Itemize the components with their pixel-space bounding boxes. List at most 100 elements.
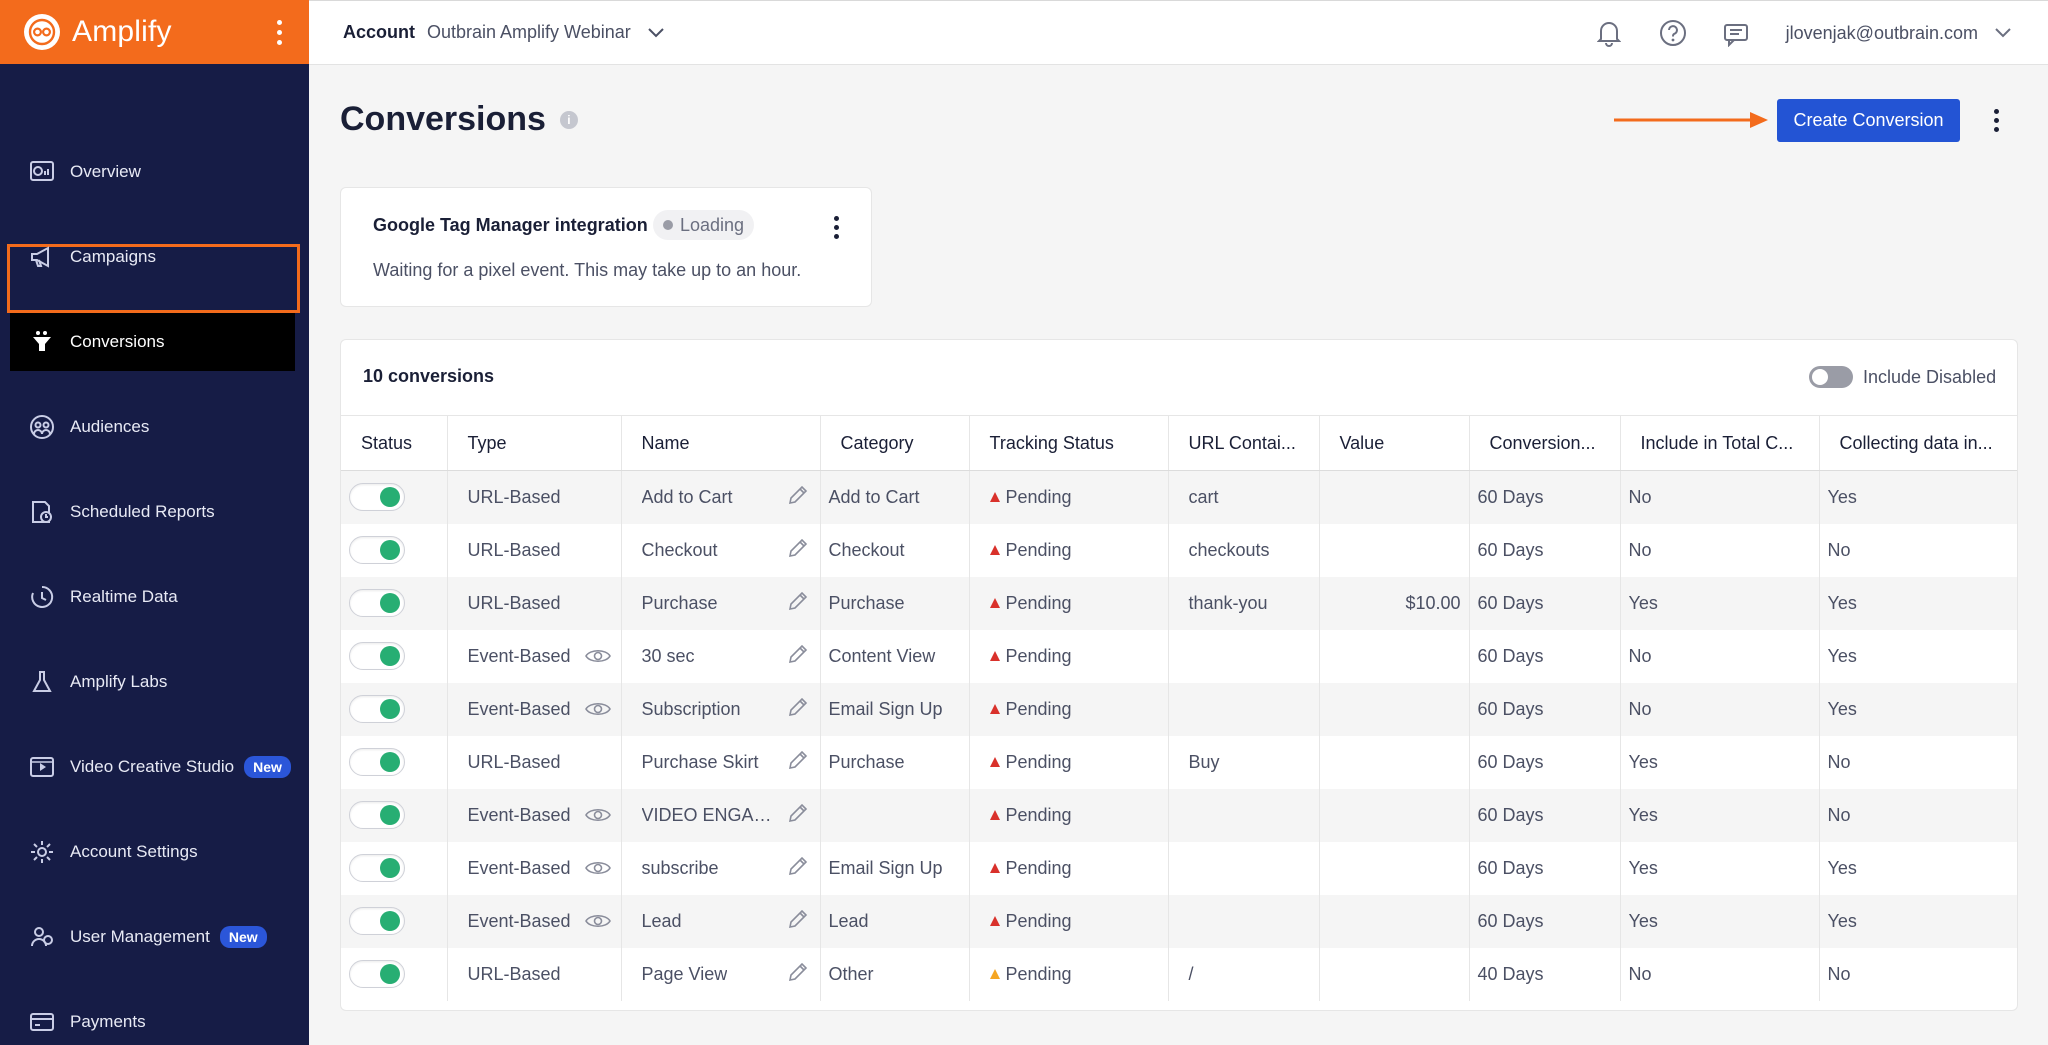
conversion-name[interactable]: Checkout [641,539,718,560]
type-label: URL-Based [467,592,561,613]
help-icon[interactable] [1658,18,1688,48]
eye-icon[interactable] [584,806,611,824]
name-cell: Page View [621,947,821,1001]
app-menu-icon[interactable] [269,17,289,47]
pencil-icon[interactable] [786,960,810,989]
sidebar-item-user-management[interactable]: User Management New [10,908,295,966]
status-toggle[interactable] [349,960,405,988]
column-header[interactable]: Value [1319,415,1470,471]
column-header[interactable]: Tracking Status [969,415,1169,471]
table-row[interactable]: Event-Based subscribe Email Sign Up Pending… [341,841,2017,895]
column-header[interactable]: Include in Total C... [1620,415,1820,471]
info-icon[interactable]: i [559,110,578,129]
status-toggle[interactable] [349,695,405,723]
table-row[interactable]: URL-Based Page View Other Pending/40 Days No… [341,947,2017,1001]
tracking-status-cell: Pending [969,576,1169,630]
sidebar-item-realtime-data[interactable]: Realtime Data [10,568,295,626]
eye-icon[interactable] [584,859,611,877]
status-toggle[interactable] [349,854,405,882]
column-header[interactable]: URL Contai... [1168,415,1320,471]
include-disabled-label: Include Disabled [1863,366,1997,387]
chevron-down-icon[interactable] [1994,22,2016,44]
conversion-name[interactable]: 30 sec [641,645,695,666]
table-row[interactable]: Event-Based Lead Lead Pending 60 Days Yes Yes [341,894,2017,948]
status-cell [341,629,448,683]
bell-icon[interactable] [1594,18,1624,48]
table-row[interactable]: Event-Based Subscription Email Sign Up Pend… [341,682,2017,736]
video-icon [28,753,56,781]
conversion-name[interactable]: Add to Cart [641,486,733,507]
name-cell: Subscription [621,682,821,736]
value-cell [1319,788,1470,842]
pencil-icon[interactable] [786,748,810,777]
status-toggle[interactable] [349,483,405,512]
amplify-logo-icon[interactable] [24,14,60,50]
eye-icon[interactable] [584,912,611,930]
table-row[interactable]: URL-Based Purchase Skirt Purchase Pending Bu… [341,735,2017,789]
sidebar-item-payments[interactable]: Payments [10,993,295,1045]
conversion-name[interactable]: subscribe [641,857,719,878]
include-in-total-cell: No [1620,523,1820,577]
status-toggle[interactable] [349,642,405,670]
pencil-icon[interactable] [786,483,810,512]
pencil-icon[interactable] [786,907,810,936]
table-row[interactable]: Event-Based 30 sec Content View Pending 60 D… [341,629,2017,683]
eye-icon[interactable] [584,700,611,718]
conversion-name[interactable]: Page View [641,963,728,984]
column-header[interactable]: Type [447,415,622,471]
pencil-icon[interactable] [786,536,810,565]
sidebar-item-overview[interactable]: Overview [10,143,295,201]
conversion-name[interactable]: Purchase [641,592,718,613]
sidebar-item-audiences[interactable]: Audiences [10,398,295,456]
table-row[interactable]: URL-Based Checkout Checkout Pending checkout… [341,523,2017,577]
create-conversion-button[interactable]: Create Conversion [1777,99,1960,142]
include-in-total-cell: Yes [1620,788,1820,842]
chat-icon[interactable] [1722,18,1752,48]
more-options-icon[interactable] [1991,106,2001,134]
type-label: URL-Based [467,963,561,984]
conversion-name[interactable]: Purchase Skirt [641,751,759,772]
status-cell [341,470,448,524]
user-menu[interactable]: jlovenjak@outbrain.com [1785,22,1978,43]
pencil-icon[interactable] [786,589,810,618]
include-in-total-cell: Yes [1620,735,1820,789]
conversion-name[interactable]: Subscription [641,698,741,719]
status-toggle[interactable] [349,536,405,564]
status-toggle[interactable] [349,748,405,776]
sidebar-item-campaigns[interactable]: Campaigns [10,228,295,286]
sidebar-item-scheduled-reports[interactable]: Scheduled Reports [10,483,295,541]
include-disabled-toggle[interactable]: Include Disabled [1809,366,1996,388]
column-header[interactable]: Status [341,415,448,471]
eye-icon[interactable] [584,647,611,665]
tracking-status-label: Pending [1005,486,1072,507]
pencil-icon[interactable] [786,695,810,724]
column-header[interactable]: Collecting data in... [1819,415,2017,471]
table-row[interactable]: URL-Based Purchase Purchase Pending thank-yo… [341,576,2017,630]
status-toggle[interactable] [349,589,405,617]
status-toggle[interactable] [349,801,405,829]
pencil-icon[interactable] [786,642,810,671]
sidebar-item-video-creative-studio[interactable]: Video Creative Studio New [10,738,295,796]
warning-triangle-icon [989,598,1000,608]
table-row[interactable]: Event-Based VIDEO ENGAG... Pending 60 Days Y… [341,788,2017,842]
gtm-more-options-icon[interactable] [831,213,841,241]
status-cell [341,788,448,842]
sidebar-item-conversions[interactable]: Conversions [10,313,295,371]
table-row[interactable]: URL-Based Add to Cart Add to Cart Pending ca… [341,470,2017,524]
column-header[interactable]: Name [621,415,821,471]
conversion-name[interactable]: Lead [641,910,682,931]
toggle-switch[interactable] [1809,366,1853,388]
column-header[interactable]: Category [820,415,970,471]
warning-triangle-icon [989,704,1000,714]
pencil-icon[interactable] [786,854,810,883]
pencil-icon[interactable] [786,801,810,830]
type-cell: Event-Based [447,841,622,895]
chevron-down-icon[interactable] [647,22,669,44]
status-toggle[interactable] [349,907,405,935]
column-header[interactable]: Conversion... [1469,415,1621,471]
warning-triangle-icon [989,916,1000,926]
conversion-name[interactable]: VIDEO ENGAG... [641,804,782,825]
sidebar-item-account-settings[interactable]: Account Settings [10,823,295,881]
account-selector[interactable]: Outbrain Amplify Webinar [427,22,631,42]
sidebar-item-amplify-labs[interactable]: Amplify Labs [10,653,295,711]
